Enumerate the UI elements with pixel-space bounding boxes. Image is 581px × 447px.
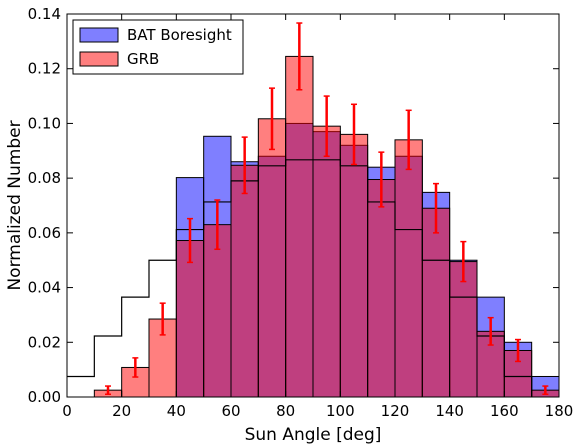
x-tick-label: 80 — [276, 402, 295, 420]
grb-error-bar — [214, 199, 221, 251]
step-line — [67, 159, 533, 397]
plot-frame — [66, 13, 560, 398]
grb-error-bar — [296, 22, 303, 91]
error-bars-layer — [105, 22, 549, 396]
grb-bar — [421, 207, 451, 398]
legend-swatch-grb — [79, 51, 119, 67]
legend-label-grb: GRB — [127, 50, 159, 68]
y-tick-label: 0.00 — [28, 388, 61, 406]
y-tick-label: 0.08 — [28, 169, 61, 187]
grb-bar — [257, 118, 287, 398]
x-tick-label: 140 — [435, 402, 464, 420]
axis-tick-labels: 0 20 40 60 80 100 120 140 160 180 0.00 0.02 0.04 0.06… — [28, 5, 574, 420]
grb-bar — [367, 179, 396, 398]
grb-bar — [230, 164, 259, 398]
y-tick-label: 0.02 — [28, 333, 61, 351]
step-line-layer — [67, 159, 533, 397]
y-tick-label: 0.14 — [28, 5, 61, 23]
legend: BAT Boresight GRB — [72, 19, 244, 75]
grb-error-bar — [378, 151, 385, 208]
grb-error-bar — [159, 302, 166, 336]
x-tick-label: 100 — [326, 402, 355, 420]
legend-swatch-bat-boresight — [79, 27, 119, 43]
grb-error-bar — [187, 217, 193, 264]
grb-error-bar — [351, 103, 357, 166]
legend-label-bat-boresight: BAT Boresight — [127, 26, 232, 44]
x-tick-label: 20 — [112, 402, 131, 420]
grb-error-bar — [487, 316, 494, 346]
grb-error-bar — [269, 87, 275, 151]
x-tick-label: 120 — [381, 402, 410, 420]
grb-bar — [339, 133, 369, 398]
x-tick-label: 60 — [221, 402, 240, 420]
grb-bar — [175, 240, 205, 398]
grb-error-bar — [405, 109, 412, 171]
y-tick-label: 0.10 — [28, 114, 61, 132]
x-tick-label: 160 — [490, 402, 519, 420]
y-tick-label: 0.04 — [28, 279, 61, 297]
y-tick-label: 0.12 — [28, 60, 61, 78]
grb-error-bar — [542, 385, 549, 396]
grb-bar — [394, 139, 423, 398]
plot-area — [93, 55, 560, 398]
grb-error-bar — [241, 136, 248, 195]
grb-error-bar — [515, 338, 521, 363]
grb-error-bar — [105, 385, 111, 396]
x-tick-label: 40 — [167, 402, 186, 420]
y-axis-label: Normalized Number — [5, 120, 25, 290]
axis-ticks — [66, 13, 560, 398]
x-tick-label: 180 — [545, 402, 574, 420]
grb-error-bar — [460, 240, 467, 283]
grb-bar — [203, 224, 232, 398]
x-tick-label: 0 — [62, 402, 72, 420]
grb-error-bar — [433, 182, 439, 234]
grb-error-bar — [323, 95, 330, 158]
x-axis-label: Sun Angle [deg] — [245, 425, 382, 445]
y-tick-label: 0.06 — [28, 224, 61, 242]
grb-bar — [285, 55, 314, 398]
grb-bar — [449, 261, 478, 398]
grb-bar — [312, 125, 341, 398]
grb-error-bar — [132, 357, 139, 378]
